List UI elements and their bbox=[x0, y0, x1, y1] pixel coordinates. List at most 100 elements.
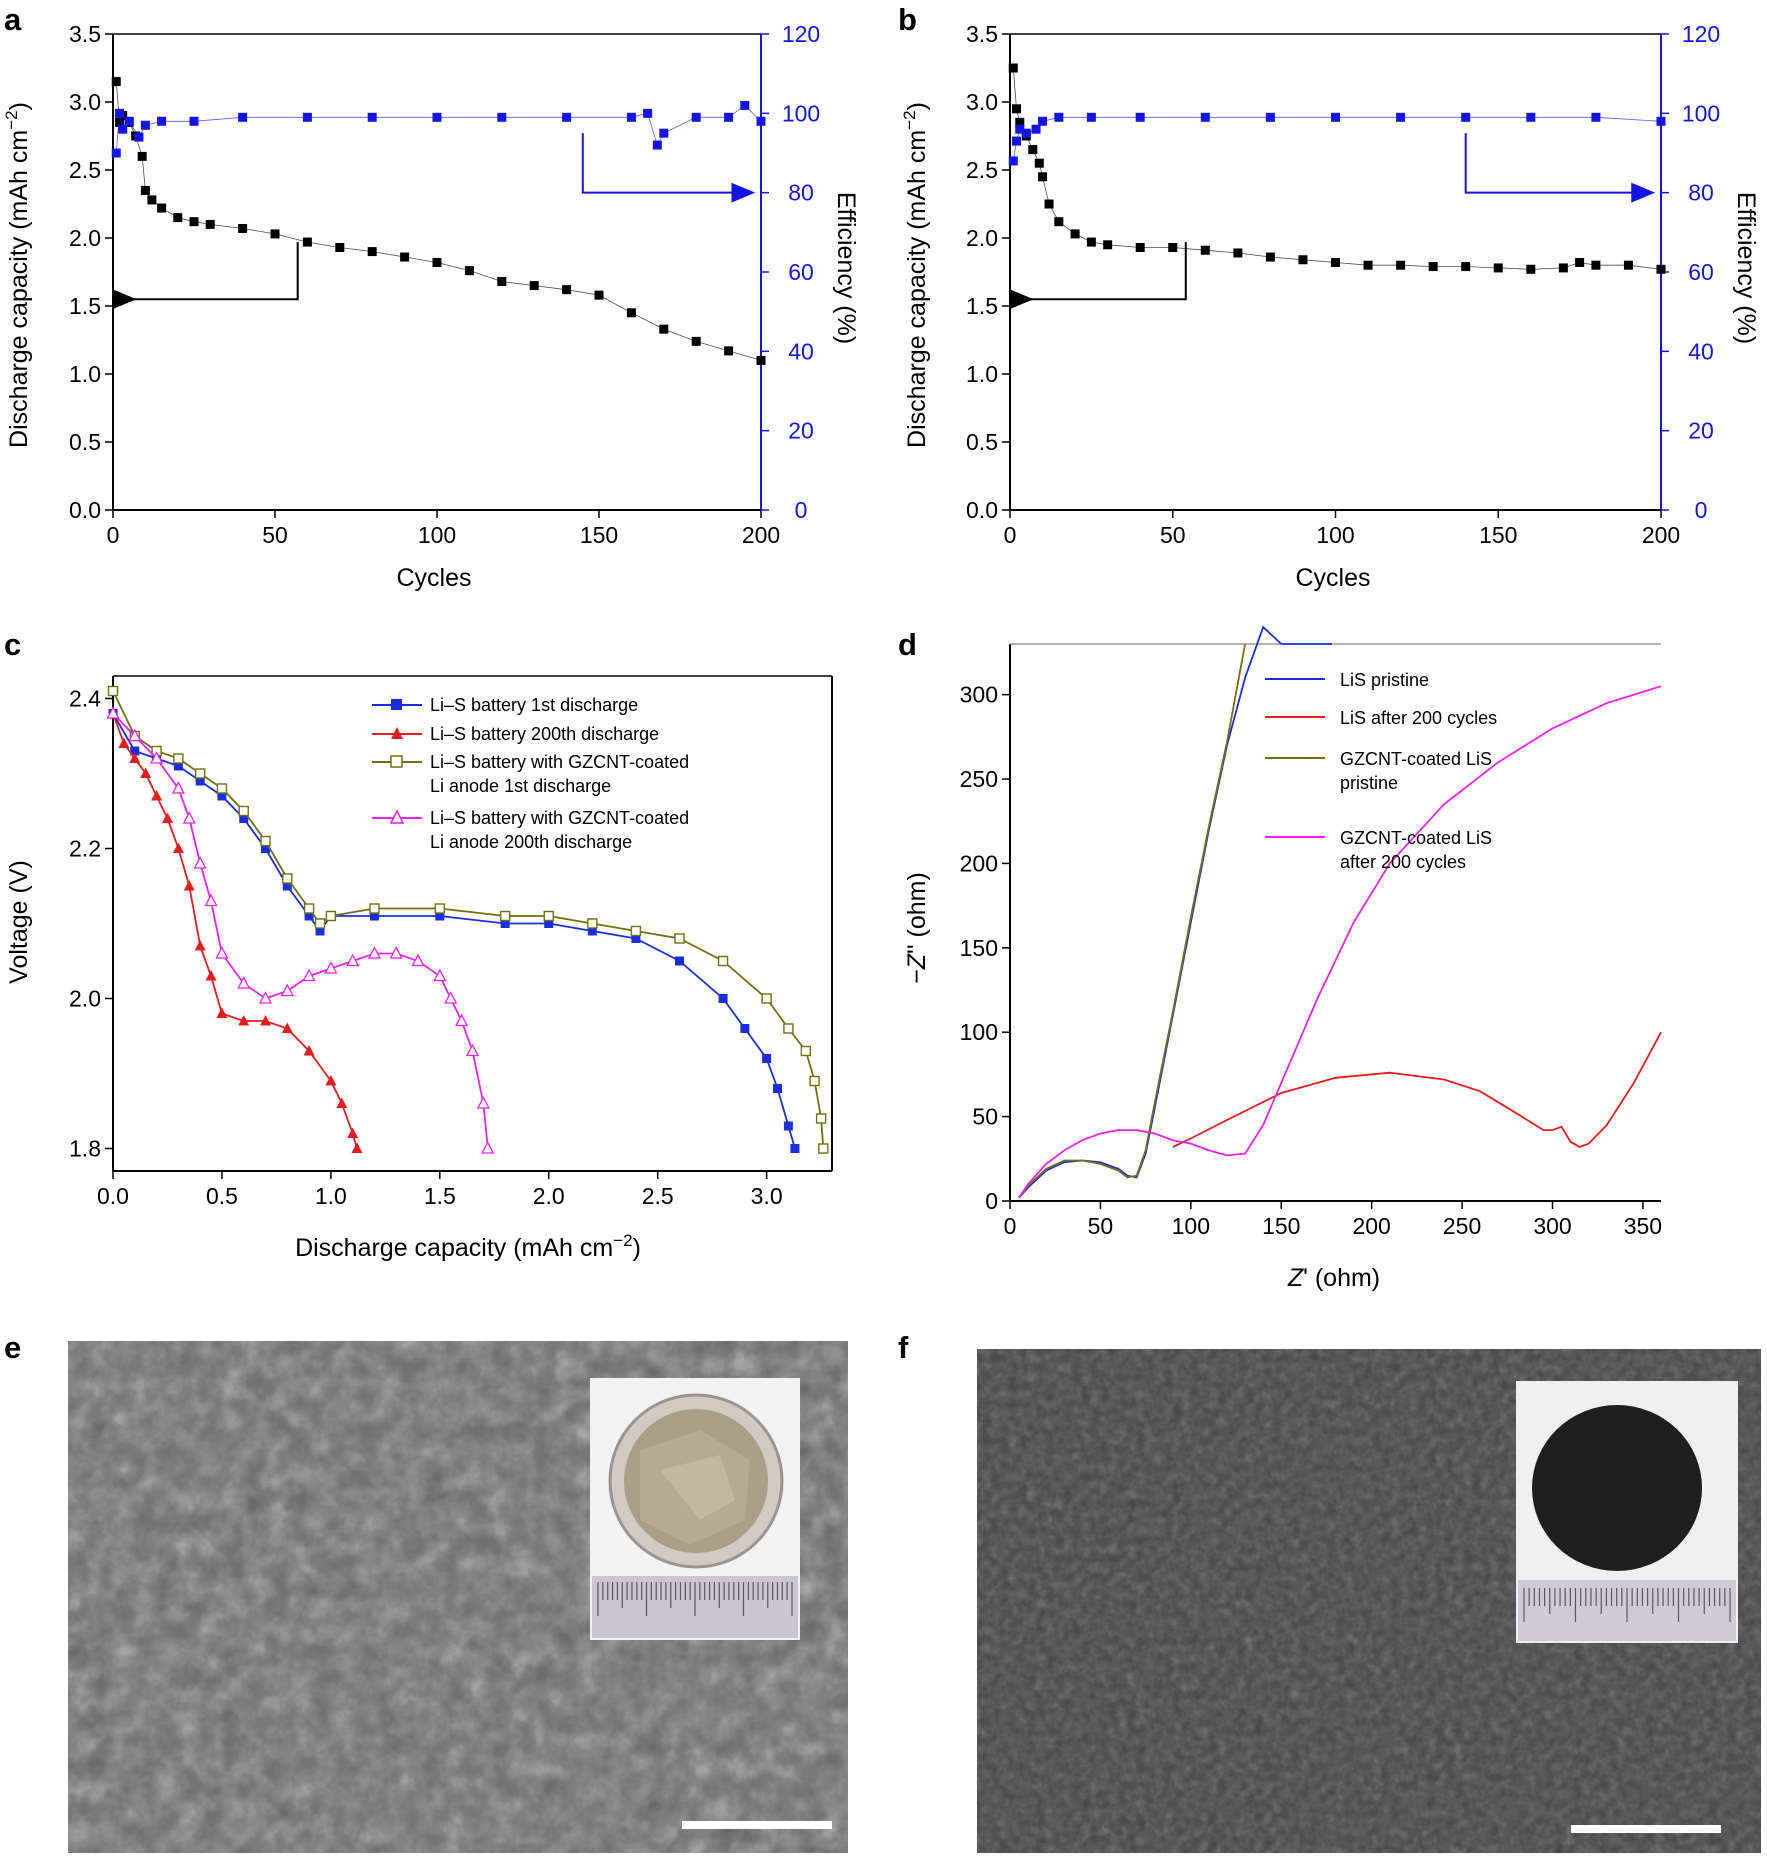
c-series-4-point bbox=[193, 856, 207, 869]
c-series-2-point bbox=[351, 1142, 363, 1153]
legend-c-marker-1 bbox=[391, 699, 402, 710]
b-series-2-point bbox=[1012, 136, 1022, 146]
c-series-4-point bbox=[215, 946, 229, 959]
c-y-tick-label: 1.8 bbox=[69, 1136, 101, 1162]
c-series-1-point bbox=[261, 844, 271, 853]
a-series-1-point bbox=[140, 185, 150, 195]
d-x-tick-label: 200 bbox=[1352, 1213, 1390, 1239]
a-series-2-point bbox=[691, 112, 701, 122]
a-series-2-point bbox=[652, 140, 662, 150]
a-x-tick-label: 50 bbox=[262, 522, 288, 548]
legend-c-label-2: Li–S battery 200th discharge bbox=[430, 724, 659, 744]
a-arrow-capacity bbox=[112, 242, 299, 310]
c-series-1-point bbox=[217, 791, 227, 801]
b-series-1-point bbox=[1012, 104, 1022, 114]
c-series-1-point bbox=[130, 746, 140, 756]
legend-c: Li–S battery 1st discharge Li–S battery … bbox=[372, 695, 689, 852]
b-series-1-line bbox=[1012, 67, 1662, 270]
c-series-2-point bbox=[118, 737, 130, 748]
a-series-1-point bbox=[562, 285, 572, 295]
b-series-2-point bbox=[1526, 112, 1536, 122]
c-series-1-point bbox=[239, 814, 249, 823]
b-series-1-point bbox=[1591, 260, 1601, 270]
b-y2-tick-label: 40 bbox=[1688, 338, 1714, 364]
b-y-tick-label: 0.5 bbox=[966, 429, 998, 455]
d-x-tick-label: 100 bbox=[1172, 1213, 1210, 1239]
legend-d-label-4b: after 200 cycles bbox=[1340, 852, 1466, 872]
a-y-tick-label: 3.0 bbox=[69, 89, 101, 115]
c-series-2-point bbox=[325, 1075, 337, 1086]
c-series-1-point bbox=[282, 881, 292, 891]
b-series-2-point bbox=[1200, 112, 1210, 122]
b-y-tick-label: 1.0 bbox=[966, 361, 998, 387]
panel-letter-c: c bbox=[4, 627, 21, 662]
b-x-tick-label: 200 bbox=[1642, 522, 1680, 548]
a-series-2-line bbox=[115, 104, 762, 154]
c-series-4-point bbox=[128, 728, 142, 742]
d-series-3-line bbox=[1018, 643, 1246, 1199]
c-series-4-point bbox=[182, 811, 196, 824]
c-series-4-point bbox=[258, 991, 273, 1004]
a-series-2-point bbox=[497, 112, 507, 122]
a-y-axis-label: Discharge capacity (mAh cm−2) bbox=[2, 102, 33, 448]
c-series-3-point bbox=[173, 753, 184, 764]
b-series-1-point bbox=[1265, 252, 1275, 262]
c-series-4-point bbox=[237, 976, 251, 989]
b-series-2-line bbox=[1012, 116, 1662, 161]
a-series-2-point bbox=[562, 112, 572, 122]
c-series-2-point bbox=[205, 970, 217, 981]
a-x-axis-label: Cycles bbox=[396, 564, 471, 592]
c-x-tick-label: 0.0 bbox=[97, 1183, 129, 1209]
a-y2-axis-label: Efficiency (%) bbox=[832, 192, 860, 344]
c-series-2-point bbox=[129, 752, 141, 763]
scale-bar-e bbox=[682, 1821, 832, 1829]
a-series-2-point bbox=[302, 112, 312, 122]
b-y2-tick-label: 120 bbox=[1682, 21, 1720, 47]
c-series-1-point bbox=[631, 934, 641, 943]
c-series-4-point bbox=[465, 1043, 480, 1057]
legend-d-label-1: LiS pristine bbox=[1340, 670, 1429, 690]
b-series-1-point bbox=[1298, 255, 1308, 265]
b-series-2-point bbox=[1021, 128, 1031, 138]
c-series-2-point bbox=[260, 1015, 272, 1026]
a-y2-tick-label: 120 bbox=[782, 21, 820, 47]
a-series-1-point bbox=[238, 223, 248, 233]
c-series-3-point bbox=[216, 783, 228, 794]
a-y-tick-label: 0.5 bbox=[69, 429, 101, 455]
chart-a: 0 50 100 150 200 0.0 0.5 1.0 1.5 2.0 2.5 3.0 3.5 0 20 4… bbox=[69, 21, 820, 548]
a-series-2-point bbox=[643, 108, 653, 118]
a-series-1-point bbox=[691, 336, 701, 346]
c-series-4-point bbox=[106, 706, 120, 719]
c-series-3-point bbox=[543, 910, 554, 922]
d-y-tick-label: 200 bbox=[960, 850, 998, 876]
c-y-tick-label: 2.0 bbox=[69, 986, 101, 1012]
c-series-2-point bbox=[336, 1097, 348, 1108]
d-y-tick-label: 0 bbox=[985, 1188, 998, 1214]
b-series-1-point bbox=[1034, 158, 1044, 168]
a-y-tick-label: 3.5 bbox=[69, 21, 101, 47]
b-series-1-point bbox=[1396, 260, 1406, 270]
c-series-3-point bbox=[783, 1023, 794, 1034]
c-series-3-point bbox=[587, 918, 598, 929]
chart-d: 0 50 100 150 200 250 300 350 0 50 100 150 200 250 300 bbox=[960, 625, 1662, 1239]
a-series-1-point bbox=[400, 252, 410, 262]
panel-letter-b: b bbox=[898, 2, 917, 37]
c-series-1-point bbox=[740, 1024, 750, 1033]
a-series-1-point bbox=[335, 243, 345, 253]
legend-d: LiS pristine LiS after 200 cycles GZCNT-… bbox=[1265, 670, 1497, 872]
sem-image-e bbox=[68, 1341, 848, 1853]
panel-letter-e: e bbox=[4, 1330, 21, 1365]
c-series-1-point bbox=[773, 1084, 783, 1093]
b-x-tick-label: 50 bbox=[1160, 522, 1186, 548]
c-series-3-point bbox=[815, 1113, 827, 1124]
c-series-3-point bbox=[325, 910, 337, 922]
chart-b: 0 50 100 150 200 0.0 0.5 1.0 1.5 2.0 2.5 3.0 3.5 0 20 4… bbox=[966, 21, 1720, 548]
a-series-1-point bbox=[270, 229, 280, 239]
c-series-4-point bbox=[411, 953, 425, 967]
c-series-2-point bbox=[303, 1045, 315, 1056]
b-series-2-point bbox=[1656, 116, 1666, 126]
a-series-1-point bbox=[137, 151, 147, 161]
b-series-2-point bbox=[1008, 156, 1018, 166]
legend-c-marker-2 bbox=[391, 727, 403, 739]
